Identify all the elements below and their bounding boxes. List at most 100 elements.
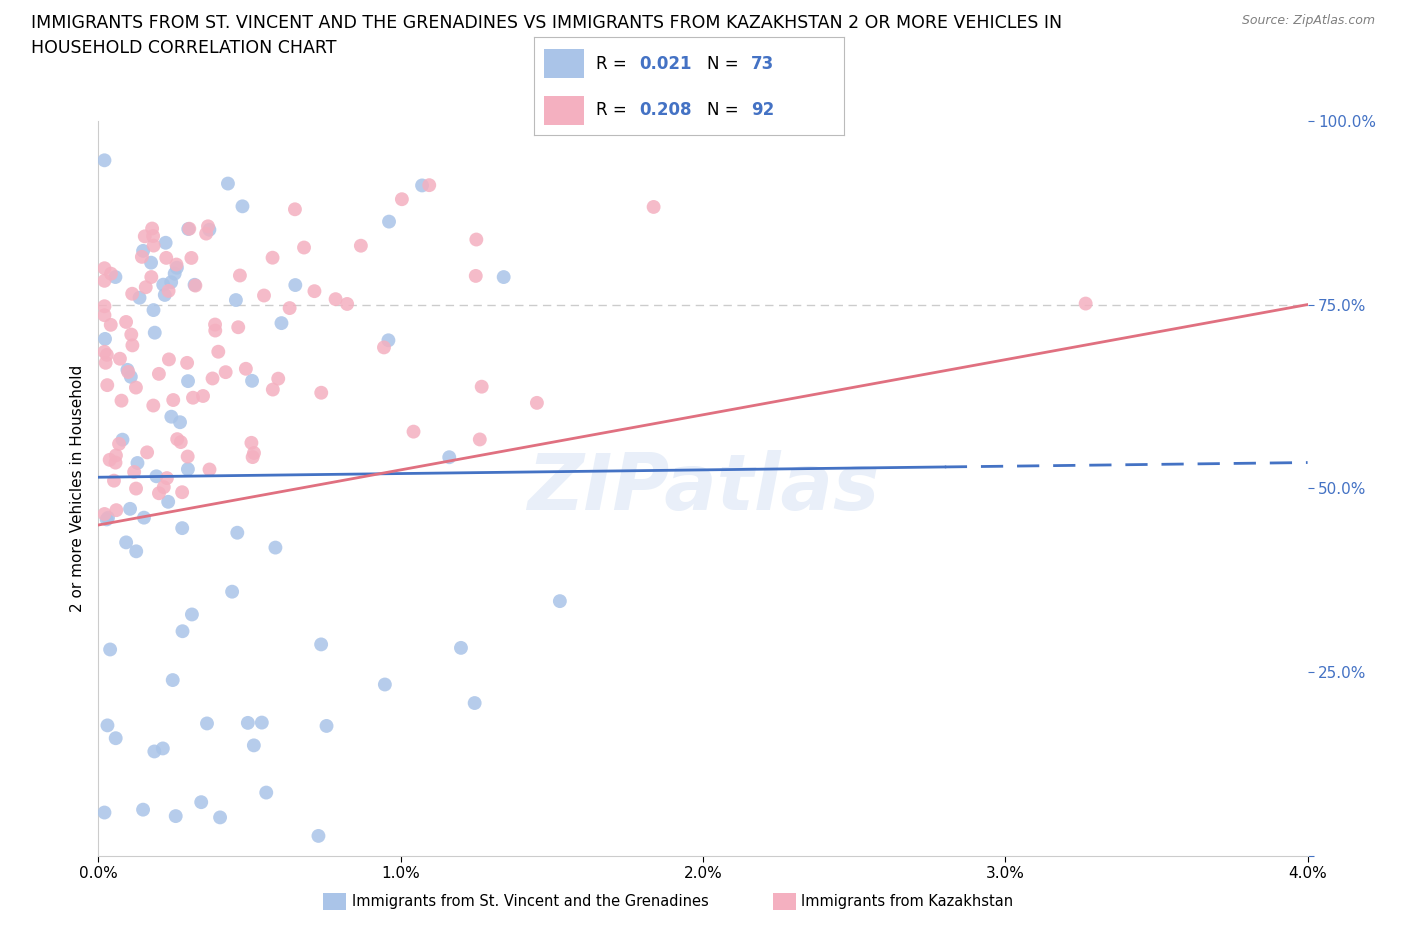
Text: R =: R = bbox=[596, 101, 633, 119]
Text: N =: N = bbox=[707, 101, 744, 119]
Point bbox=[250, 715, 273, 730]
Point bbox=[180, 250, 202, 265]
Point bbox=[131, 249, 153, 264]
Point bbox=[93, 299, 115, 313]
Point bbox=[215, 365, 238, 379]
Point bbox=[264, 540, 287, 555]
Point bbox=[267, 371, 290, 386]
Point bbox=[111, 432, 134, 447]
Point bbox=[93, 308, 115, 323]
Point bbox=[104, 731, 127, 746]
Point bbox=[325, 292, 347, 307]
Point bbox=[104, 448, 127, 463]
Text: IMMIGRANTS FROM ST. VINCENT AND THE GRENADINES VS IMMIGRANTS FROM KAZAKHSTAN 2 O: IMMIGRANTS FROM ST. VINCENT AND THE GREN… bbox=[31, 14, 1062, 32]
Point bbox=[157, 495, 180, 510]
Point bbox=[548, 593, 571, 608]
Point bbox=[143, 744, 166, 759]
Point bbox=[139, 255, 162, 270]
Point bbox=[141, 270, 163, 285]
Point bbox=[142, 398, 165, 413]
Point bbox=[93, 273, 115, 288]
Point bbox=[465, 232, 488, 247]
Text: 73: 73 bbox=[751, 55, 775, 73]
Point bbox=[100, 266, 122, 281]
Point bbox=[198, 462, 221, 477]
Text: HOUSEHOLD CORRELATION CHART: HOUSEHOLD CORRELATION CHART bbox=[31, 39, 336, 57]
Point bbox=[209, 810, 232, 825]
Point bbox=[411, 178, 433, 193]
Point bbox=[120, 327, 142, 342]
Point bbox=[134, 229, 156, 244]
Point bbox=[195, 226, 218, 241]
Point bbox=[166, 260, 188, 275]
Text: N =: N = bbox=[707, 55, 744, 73]
Text: 0.208: 0.208 bbox=[640, 101, 692, 119]
Point bbox=[184, 278, 207, 293]
Point bbox=[270, 315, 292, 330]
Point bbox=[94, 331, 117, 346]
Point bbox=[142, 302, 165, 317]
Point bbox=[315, 719, 337, 734]
Point bbox=[492, 270, 515, 285]
Point bbox=[236, 715, 259, 730]
Point bbox=[97, 511, 120, 525]
Point bbox=[165, 257, 187, 272]
Point bbox=[402, 424, 425, 439]
Point bbox=[157, 352, 180, 366]
Bar bbox=[544, 49, 583, 78]
Point bbox=[93, 344, 115, 359]
Point bbox=[172, 624, 194, 639]
Point bbox=[108, 436, 131, 451]
Point bbox=[243, 445, 266, 460]
Point bbox=[336, 297, 359, 312]
Point bbox=[377, 333, 399, 348]
Point bbox=[153, 287, 176, 302]
Point bbox=[155, 235, 177, 250]
Point bbox=[165, 809, 187, 824]
Point bbox=[96, 348, 118, 363]
Point bbox=[204, 317, 226, 332]
Point bbox=[169, 415, 191, 430]
Point bbox=[374, 677, 396, 692]
Point bbox=[254, 785, 277, 800]
Point bbox=[176, 449, 198, 464]
Point bbox=[526, 395, 548, 410]
Point bbox=[450, 641, 472, 656]
Point bbox=[176, 355, 198, 370]
Point bbox=[226, 320, 249, 335]
Point bbox=[115, 314, 138, 329]
Point bbox=[172, 485, 194, 499]
Point bbox=[242, 450, 264, 465]
Point bbox=[125, 481, 148, 496]
Text: 0.021: 0.021 bbox=[640, 55, 692, 73]
Point bbox=[98, 642, 121, 657]
Point bbox=[292, 240, 315, 255]
Point bbox=[136, 445, 159, 459]
Point bbox=[96, 718, 118, 733]
Point bbox=[128, 290, 150, 305]
Point bbox=[141, 221, 163, 236]
Point bbox=[418, 178, 440, 193]
Point bbox=[1074, 296, 1097, 311]
Point bbox=[96, 378, 118, 392]
Point bbox=[152, 277, 174, 292]
Point bbox=[122, 465, 145, 480]
Point bbox=[121, 338, 143, 352]
Point bbox=[229, 268, 252, 283]
Text: Source: ZipAtlas.com: Source: ZipAtlas.com bbox=[1241, 14, 1375, 27]
Point bbox=[160, 409, 183, 424]
Point bbox=[162, 392, 184, 407]
Point bbox=[170, 434, 193, 449]
Point bbox=[143, 326, 166, 340]
Point bbox=[177, 374, 200, 389]
Point bbox=[110, 393, 132, 408]
Point bbox=[235, 362, 257, 377]
Point bbox=[155, 250, 177, 265]
Point bbox=[181, 391, 204, 405]
Point bbox=[179, 221, 201, 236]
Point bbox=[391, 192, 413, 206]
Point bbox=[240, 374, 263, 389]
Point bbox=[152, 741, 174, 756]
Point bbox=[304, 284, 326, 299]
Bar bbox=[544, 96, 583, 126]
